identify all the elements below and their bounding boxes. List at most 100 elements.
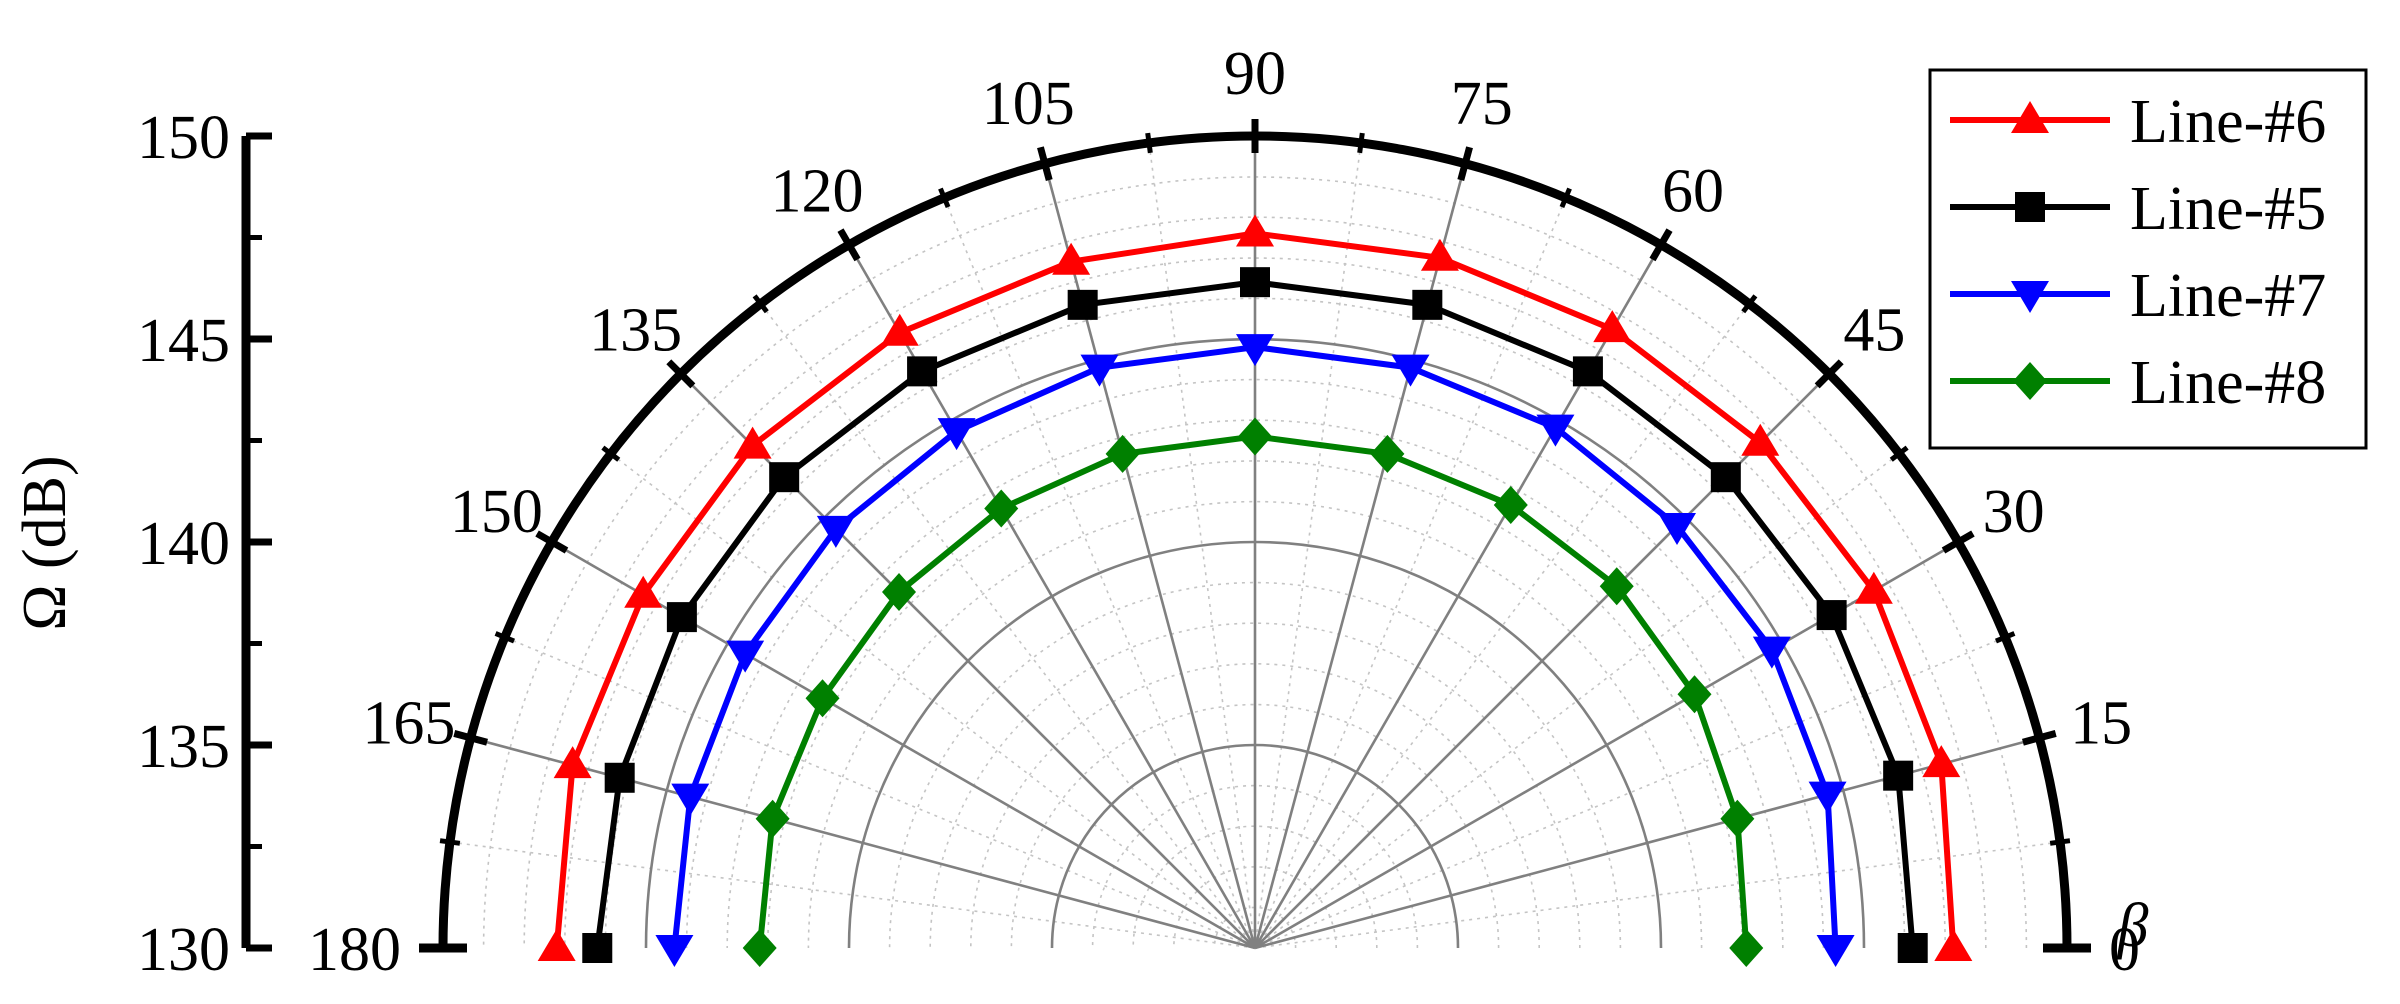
legend-item: Line-#7 xyxy=(1950,262,2326,330)
minor-grid-arc xyxy=(929,622,1581,949)
angle-tick-major xyxy=(1457,146,1473,181)
data-point xyxy=(1370,434,1405,473)
data-point xyxy=(1677,675,1712,714)
angle-tick-label: 90 xyxy=(1224,40,1286,108)
data-point xyxy=(1593,310,1632,343)
legend-label: Line-#5 xyxy=(2130,175,2326,243)
angle-tick-minor xyxy=(2049,838,2071,846)
data-point xyxy=(816,515,855,548)
data-point xyxy=(2013,362,2047,400)
major-grid-spoke xyxy=(1254,736,2040,950)
data-point xyxy=(2011,281,2049,313)
data-point xyxy=(1236,214,1274,247)
minor-grid-arc xyxy=(767,460,1743,949)
minor-grid-arc xyxy=(604,297,1906,949)
data-point xyxy=(553,746,592,779)
radial-tick-label: 145 xyxy=(137,307,230,375)
angle-tick-label: 135 xyxy=(589,297,682,365)
legend-item: Line-#5 xyxy=(1950,175,2326,243)
data-point xyxy=(1816,600,1847,631)
data-point xyxy=(937,418,976,451)
series-2 xyxy=(582,267,1928,963)
series-layer xyxy=(537,214,1973,967)
minor-grid-arc xyxy=(726,419,1784,949)
legend: Line-#6 Line-#5 Line-#7 Line-#8 xyxy=(1928,68,2368,450)
major-grid-spoke xyxy=(1043,163,1257,949)
minor-grid-arc xyxy=(564,257,1946,949)
data-point xyxy=(1599,567,1634,606)
minor-grid-arc xyxy=(1132,825,1378,949)
angle-tick-minor xyxy=(494,631,516,644)
data-point xyxy=(1572,356,1603,387)
angle-tick-label: 30 xyxy=(1983,478,2045,546)
legend-item: Line-#6 xyxy=(1950,88,2326,156)
data-point xyxy=(671,783,710,816)
label-layer: 0 15 30 45 60 75 90 105 120 135 150 165 180 130 135 140… xyxy=(137,40,2140,984)
data-point xyxy=(726,640,765,673)
data-point xyxy=(655,935,694,967)
series-3 xyxy=(655,334,1855,967)
angle-tick-label: 60 xyxy=(1662,157,1724,225)
data-point xyxy=(742,929,777,967)
angle-tick-label: 180 xyxy=(308,916,401,984)
data-point xyxy=(1729,929,1764,967)
data-point xyxy=(1067,289,1098,320)
data-point xyxy=(2011,101,2049,133)
angle-tick-label: 0 xyxy=(2109,916,2140,984)
radial-tick-label: 150 xyxy=(137,104,230,172)
data-point xyxy=(882,573,917,612)
angle-tick-major xyxy=(535,530,569,554)
data-point xyxy=(907,356,938,387)
angle-tick-label: 120 xyxy=(771,157,864,225)
data-point xyxy=(1816,935,1855,967)
angle-tick-label: 45 xyxy=(1843,297,1905,365)
angle-tick-major xyxy=(1649,228,1673,262)
data-point xyxy=(1052,242,1091,275)
angle-tick-major xyxy=(666,359,696,389)
data-point xyxy=(1752,636,1791,669)
data-point xyxy=(805,679,840,718)
data-point xyxy=(624,575,663,608)
data-point xyxy=(1238,417,1272,456)
legend-box xyxy=(1928,68,2368,450)
angle-tick-label: 165 xyxy=(362,689,455,757)
data-point xyxy=(2015,192,2045,222)
legend-label: Line-#7 xyxy=(2130,262,2326,330)
frame-layer xyxy=(241,119,2091,953)
data-point xyxy=(537,929,576,961)
radial-tick-label: 140 xyxy=(137,510,230,578)
data-point xyxy=(1934,929,1973,961)
data-point xyxy=(1493,485,1528,524)
angle-tick-minor xyxy=(1889,445,1909,462)
angle-tick-label: 105 xyxy=(982,70,1075,138)
data-point xyxy=(1854,571,1893,604)
angle-tick-minor xyxy=(1741,294,1758,314)
angle-tick-minor xyxy=(1357,132,1365,154)
minor-grid-arc xyxy=(1173,866,1337,949)
data-point xyxy=(1105,434,1140,473)
series-1 xyxy=(537,214,1973,961)
angle-tick-label: 75 xyxy=(1451,70,1513,138)
minor-grid-arc xyxy=(523,216,1987,949)
angle-tick-major xyxy=(1941,530,1975,554)
data-point xyxy=(1536,414,1575,447)
data-point xyxy=(582,933,613,963)
angle-tick-major xyxy=(2022,730,2057,746)
minor-grid-arc xyxy=(970,663,1540,949)
y-axis-title: Ω (dB) xyxy=(11,455,79,630)
data-point xyxy=(1391,354,1430,387)
radial-tick-label: 135 xyxy=(137,713,230,781)
major-grid-spoke xyxy=(470,736,1256,950)
data-point xyxy=(1808,781,1847,814)
data-point xyxy=(1710,462,1741,493)
data-point xyxy=(1412,289,1443,320)
data-point xyxy=(984,489,1019,528)
legend-item: Line-#8 xyxy=(1950,349,2326,417)
data-point xyxy=(1897,933,1928,963)
data-point xyxy=(1420,238,1459,271)
angle-tick-minor xyxy=(1559,187,1572,209)
series-4 xyxy=(742,417,1764,967)
data-point xyxy=(1922,745,1961,778)
legend-label: Line-#6 xyxy=(2130,88,2326,156)
